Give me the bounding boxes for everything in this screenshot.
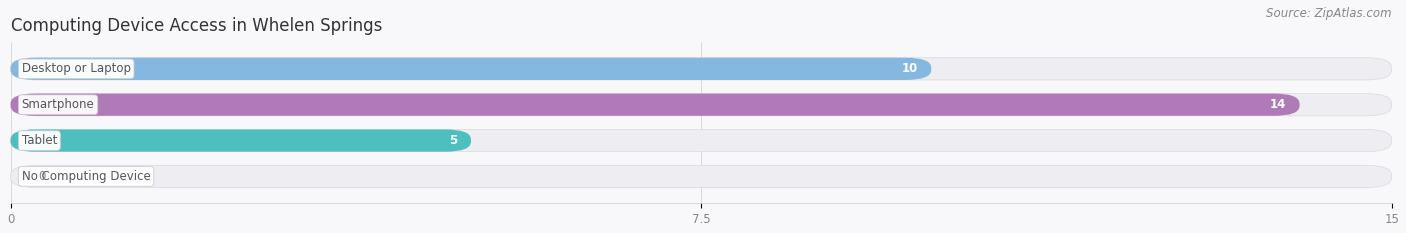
Text: Computing Device Access in Whelen Springs: Computing Device Access in Whelen Spring… bbox=[11, 17, 382, 35]
FancyBboxPatch shape bbox=[11, 94, 1299, 116]
Text: 10: 10 bbox=[901, 62, 918, 75]
Text: 5: 5 bbox=[449, 134, 457, 147]
Text: Smartphone: Smartphone bbox=[21, 98, 94, 111]
Text: Desktop or Laptop: Desktop or Laptop bbox=[21, 62, 131, 75]
Text: 14: 14 bbox=[1270, 98, 1285, 111]
FancyBboxPatch shape bbox=[11, 165, 1392, 188]
Text: No Computing Device: No Computing Device bbox=[21, 170, 150, 183]
Text: 0: 0 bbox=[38, 170, 45, 183]
FancyBboxPatch shape bbox=[11, 130, 471, 152]
Text: Tablet: Tablet bbox=[21, 134, 58, 147]
Text: Source: ZipAtlas.com: Source: ZipAtlas.com bbox=[1267, 7, 1392, 20]
FancyBboxPatch shape bbox=[11, 94, 1392, 116]
FancyBboxPatch shape bbox=[11, 58, 931, 80]
FancyBboxPatch shape bbox=[11, 130, 1392, 152]
FancyBboxPatch shape bbox=[11, 58, 1392, 80]
